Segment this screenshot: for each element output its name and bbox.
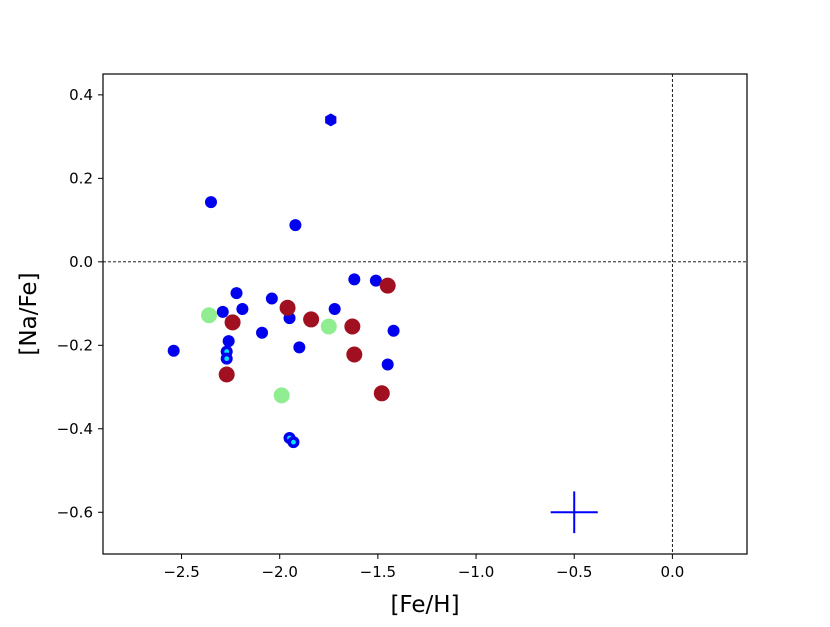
data-point bbox=[224, 314, 241, 331]
data-point-highlighted bbox=[287, 436, 300, 449]
data-point bbox=[379, 277, 396, 294]
x-tick-label: −2.5 bbox=[163, 563, 199, 581]
data-point bbox=[279, 299, 296, 316]
data-point bbox=[289, 219, 302, 232]
data-point bbox=[381, 358, 394, 371]
data-point bbox=[273, 387, 290, 404]
y-tick-label: −0.4 bbox=[57, 420, 93, 438]
data-point bbox=[346, 346, 363, 363]
data-point bbox=[369, 274, 382, 287]
y-tick-label: −0.2 bbox=[57, 336, 93, 354]
data-point bbox=[216, 305, 229, 318]
x-tick-label: −0.5 bbox=[556, 563, 592, 581]
plot-area bbox=[103, 74, 747, 554]
y-tick-label: 0.0 bbox=[69, 253, 93, 271]
x-tick-label: −2.0 bbox=[261, 563, 297, 581]
y-axis-ticks: 0.4 0.2 0.0 −0.2 −0.4 −0.6 bbox=[57, 86, 103, 521]
x-axis-label: [Fe/H] bbox=[390, 592, 459, 618]
error-cross bbox=[550, 491, 598, 534]
data-point bbox=[218, 366, 235, 383]
data-point bbox=[256, 326, 269, 339]
data-point bbox=[373, 385, 390, 402]
y-tick-label: −0.6 bbox=[57, 503, 93, 521]
data-point bbox=[265, 292, 278, 305]
data-point bbox=[293, 341, 306, 354]
x-tick-label: −1.5 bbox=[360, 563, 396, 581]
data-point bbox=[167, 344, 180, 357]
data-point-highlighted bbox=[220, 352, 233, 365]
data-point bbox=[344, 318, 361, 335]
x-tick-label: −1.0 bbox=[458, 563, 494, 581]
data-point-highlight bbox=[224, 349, 230, 354]
data-point bbox=[236, 302, 249, 315]
y-axis-label: [Na/Fe] bbox=[16, 272, 42, 355]
data-point bbox=[348, 273, 361, 286]
x-tick-label: 0.0 bbox=[660, 563, 684, 581]
data-point bbox=[201, 307, 218, 324]
data-point bbox=[230, 287, 243, 300]
data-point bbox=[320, 318, 337, 335]
x-axis-ticks: −2.5 −2.0 −1.5 −1.0 −0.5 0.0 bbox=[163, 554, 684, 581]
data-point bbox=[328, 302, 341, 315]
data-point bbox=[303, 311, 320, 328]
reference-lines bbox=[103, 74, 747, 554]
data-point bbox=[204, 196, 217, 209]
data-points bbox=[167, 113, 400, 449]
data-point-highlight bbox=[224, 356, 230, 362]
data-point-hexagon bbox=[325, 113, 337, 127]
y-tick-label: 0.2 bbox=[69, 169, 93, 187]
plot-frame bbox=[102, 73, 748, 555]
data-point bbox=[222, 335, 235, 348]
data-point bbox=[387, 324, 400, 337]
data-point-highlight bbox=[291, 439, 296, 445]
y-tick-label: 0.4 bbox=[69, 86, 93, 104]
